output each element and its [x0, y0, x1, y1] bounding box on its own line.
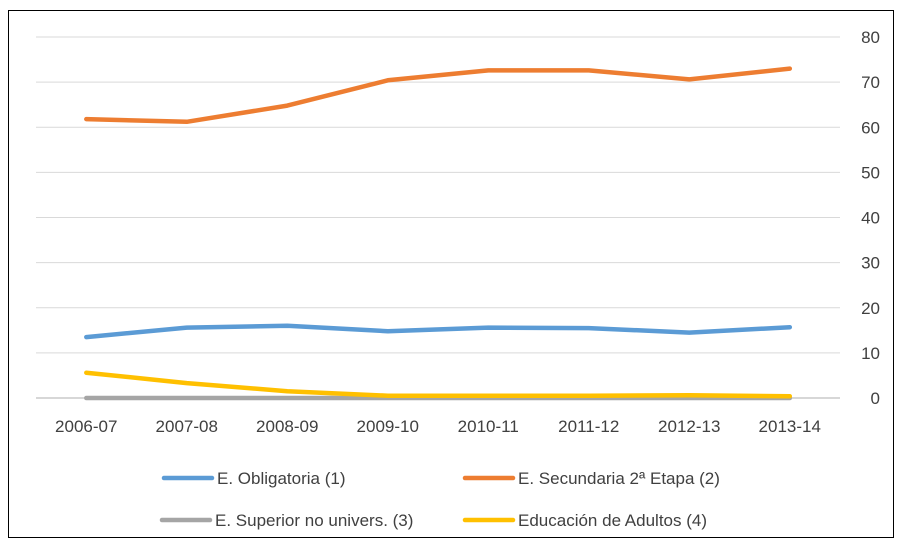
y-tick-label: 80 [861, 28, 880, 47]
x-tick-label: 2008-09 [256, 417, 318, 436]
x-tick-label: 2010-11 [458, 417, 519, 436]
y-tick-label: 60 [861, 118, 880, 137]
legend-label: E. Secundaria 2ª Etapa (2) [518, 469, 720, 488]
legend-item: E. Secundaria 2ª Etapa (2) [462, 469, 720, 488]
y-tick-label: 0 [871, 389, 880, 408]
y-tick-label: 50 [861, 163, 880, 182]
x-tick-label: 2011-12 [558, 417, 619, 436]
x-tick-label: 2007-08 [156, 417, 218, 436]
x-tick-label: 2009-10 [357, 417, 419, 436]
x-tick-label: 2012-13 [658, 417, 720, 436]
series-line-2 [84, 66, 793, 125]
y-tick-label: 30 [861, 254, 880, 273]
chart-frame [8, 10, 894, 538]
y-tick-label: 70 [861, 73, 880, 92]
legend-label: E. Obligatoria (1) [217, 469, 346, 488]
legend-item: E. Obligatoria (1) [161, 469, 346, 488]
legend: E. Obligatoria (1) E. Secundaria 2ª Etapa… [159, 469, 720, 530]
legend-item: Educación de Adultos (4) [462, 511, 707, 530]
y-tick-label: 40 [861, 209, 880, 228]
x-tick-label: 2013-14 [759, 417, 821, 436]
x-tick-label: 2006-07 [55, 417, 117, 436]
y-tick-label: 20 [861, 299, 880, 318]
series-lines [84, 66, 793, 401]
grid-lines [36, 36, 840, 399]
series-line-4 [84, 370, 793, 399]
legend-label: E. Superior no univers. (3) [215, 511, 413, 530]
y-tick-label: 10 [861, 344, 880, 363]
series-line-1 [84, 323, 793, 340]
legend-item: E. Superior no univers. (3) [159, 511, 413, 530]
legend-label: Educación de Adultos (4) [518, 511, 707, 530]
x-axis-ticks: 2006-07 2007-08 2008-09 2009-10 2010-11 2011-… [55, 417, 821, 436]
y-axis-ticks: 0 10 20 30 40 50 60 70 80 [861, 28, 880, 408]
